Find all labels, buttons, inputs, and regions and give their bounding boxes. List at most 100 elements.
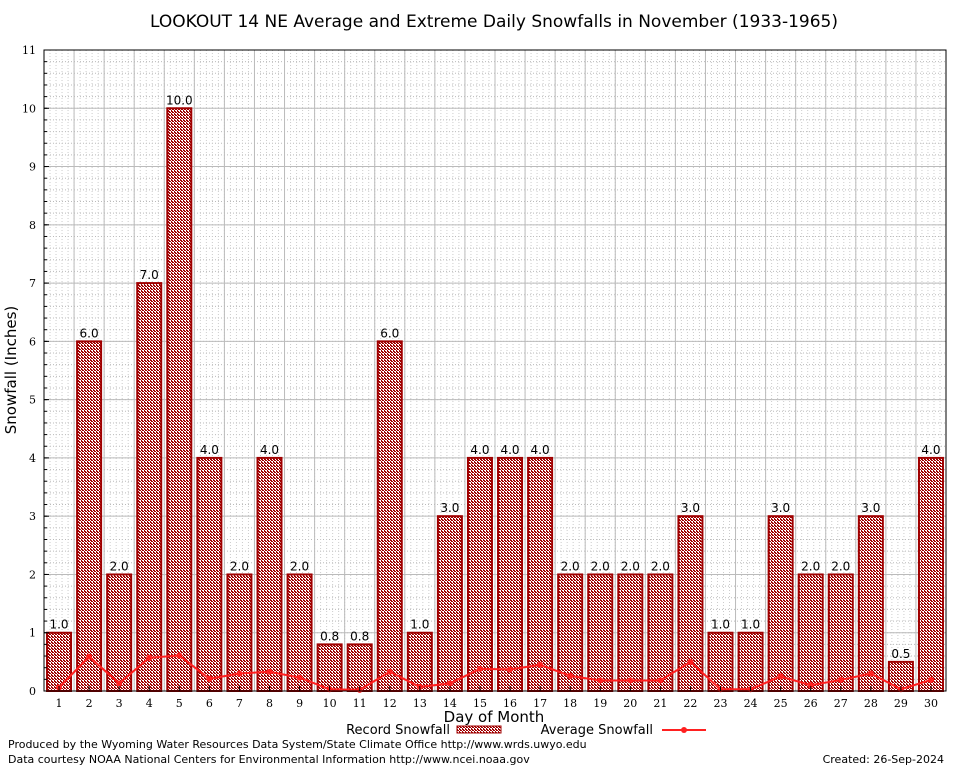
average-point-day-20 — [627, 677, 634, 684]
legend-record-label: Record Snowfall — [346, 723, 450, 738]
bar-day-8 — [256, 456, 283, 692]
average-line — [56, 652, 934, 693]
bar-label-day-29: 0.5 — [891, 647, 910, 661]
bar-day-14 — [436, 515, 463, 692]
bar-label-day-8: 4.0 — [260, 443, 279, 457]
bar-day-15 — [466, 456, 493, 692]
bar-label-day-1: 1.0 — [49, 618, 68, 632]
average-polyline — [58, 654, 932, 691]
bar-label-day-5: 10.0 — [166, 93, 193, 107]
bar-label-day-10: 0.8 — [320, 629, 339, 643]
y-tick-label: 9 — [29, 161, 36, 174]
bars: 1.0 6.0 2.0 7.0 10.0 4.0 2.0 4.0 2.0 0.8 0.8 6.0 1.0… — [46, 93, 944, 693]
average-point-day-30 — [927, 676, 934, 683]
x-tick-label: 30 — [924, 697, 938, 710]
x-tick-label: 17 — [533, 697, 547, 710]
x-tick-label: 23 — [714, 697, 728, 710]
x-tick-label: 7 — [236, 697, 243, 710]
bar-day-16 — [497, 456, 524, 692]
x-tick-label: 24 — [744, 697, 758, 710]
bar-label-day-20: 2.0 — [621, 559, 640, 573]
bar-label-day-2: 6.0 — [80, 326, 99, 340]
average-point-day-27 — [837, 676, 844, 683]
bar-label-day-13: 1.0 — [410, 618, 429, 632]
x-tick-label: 6 — [206, 697, 213, 710]
x-tick-label: 8 — [266, 697, 273, 710]
x-tick-label: 15 — [473, 697, 487, 710]
bar-label-day-14: 3.0 — [440, 501, 459, 515]
y-tick-label: 8 — [29, 219, 36, 232]
bar-day-28 — [857, 515, 884, 692]
bar-label-day-9: 2.0 — [290, 559, 309, 573]
x-tick-label: 22 — [683, 697, 697, 710]
y-tick-label: 6 — [29, 335, 36, 348]
bar-label-day-18: 2.0 — [561, 559, 580, 573]
average-point-day-21 — [657, 677, 664, 684]
average-point-day-5 — [176, 652, 183, 659]
x-tick-label: 3 — [116, 697, 123, 710]
y-tick-label: 2 — [29, 568, 36, 581]
x-tick-label: 25 — [774, 697, 788, 710]
bar-label-day-21: 2.0 — [651, 559, 670, 573]
bar-label-day-17: 4.0 — [531, 443, 550, 457]
bar-day-24 — [737, 631, 764, 693]
bar-day-19 — [587, 573, 614, 692]
bar-day-5 — [166, 107, 193, 693]
average-point-day-12 — [386, 668, 393, 675]
bar-day-4 — [136, 282, 163, 692]
average-point-day-28 — [867, 670, 874, 677]
footer-produced-by: Produced by the Wyoming Water Resources … — [8, 738, 587, 751]
y-tick-label: 11 — [22, 44, 36, 57]
bar-day-3 — [106, 573, 133, 692]
bar-label-day-28: 3.0 — [861, 501, 880, 515]
bar-day-27 — [827, 573, 854, 692]
plot-frame — [43, 49, 947, 692]
x-tick-label: 18 — [563, 697, 577, 710]
legend-record-swatch — [456, 725, 502, 734]
average-point-day-9 — [296, 674, 303, 681]
bar-day-6 — [196, 456, 223, 692]
x-tick-label: 2 — [86, 697, 93, 710]
bar-day-25 — [767, 515, 794, 692]
x-tick-label: 13 — [413, 697, 427, 710]
x-tick-label: 26 — [804, 697, 818, 710]
footer-created: Created: 26-Sep-2024 — [822, 753, 944, 766]
bar-label-day-3: 2.0 — [110, 559, 129, 573]
average-point-day-15 — [476, 665, 483, 672]
bar-day-18 — [557, 573, 584, 692]
x-tick-label: 9 — [296, 697, 303, 710]
bar-label-day-6: 4.0 — [200, 443, 219, 457]
bar-label-day-23: 1.0 — [711, 618, 730, 632]
average-point-day-2 — [86, 653, 93, 660]
bar-label-day-16: 4.0 — [500, 443, 519, 457]
average-point-day-3 — [116, 680, 123, 687]
x-tick-label: 11 — [353, 697, 367, 710]
bar-label-day-25: 3.0 — [771, 501, 790, 515]
x-axis-label: Day of Month — [444, 708, 545, 726]
bar-day-17 — [527, 456, 554, 692]
legend-average-label: Average Snowfall — [541, 723, 653, 738]
average-point-day-18 — [567, 672, 574, 679]
average-point-day-22 — [687, 658, 694, 665]
y-tick-label: 4 — [29, 452, 36, 465]
x-tick-label: 28 — [864, 697, 878, 710]
average-point-day-19 — [597, 677, 604, 684]
y-tick-label: 3 — [29, 510, 36, 523]
bar-label-day-4: 7.0 — [140, 268, 159, 282]
y-axis-label: Snowfall (Inches) — [2, 306, 20, 434]
average-point-day-6 — [206, 675, 213, 682]
x-tick-label: 16 — [503, 697, 517, 710]
bar-label-day-30: 4.0 — [921, 443, 940, 457]
footer-courtesy: Data courtesy NOAA National Centers for … — [8, 753, 530, 766]
bar-day-21 — [647, 573, 674, 692]
bar-day-30 — [917, 456, 944, 692]
x-tick-label: 27 — [834, 697, 848, 710]
y-tick-label: 5 — [29, 394, 36, 407]
bar-day-1 — [46, 631, 73, 693]
legend-average-marker — [681, 727, 687, 733]
bar-day-9 — [286, 573, 313, 692]
bar-day-12 — [376, 340, 403, 692]
chart-title: LOOKOUT 14 NE Average and Extreme Daily … — [150, 12, 838, 32]
x-tick-label: 19 — [593, 697, 607, 710]
average-point-day-4 — [146, 654, 153, 661]
